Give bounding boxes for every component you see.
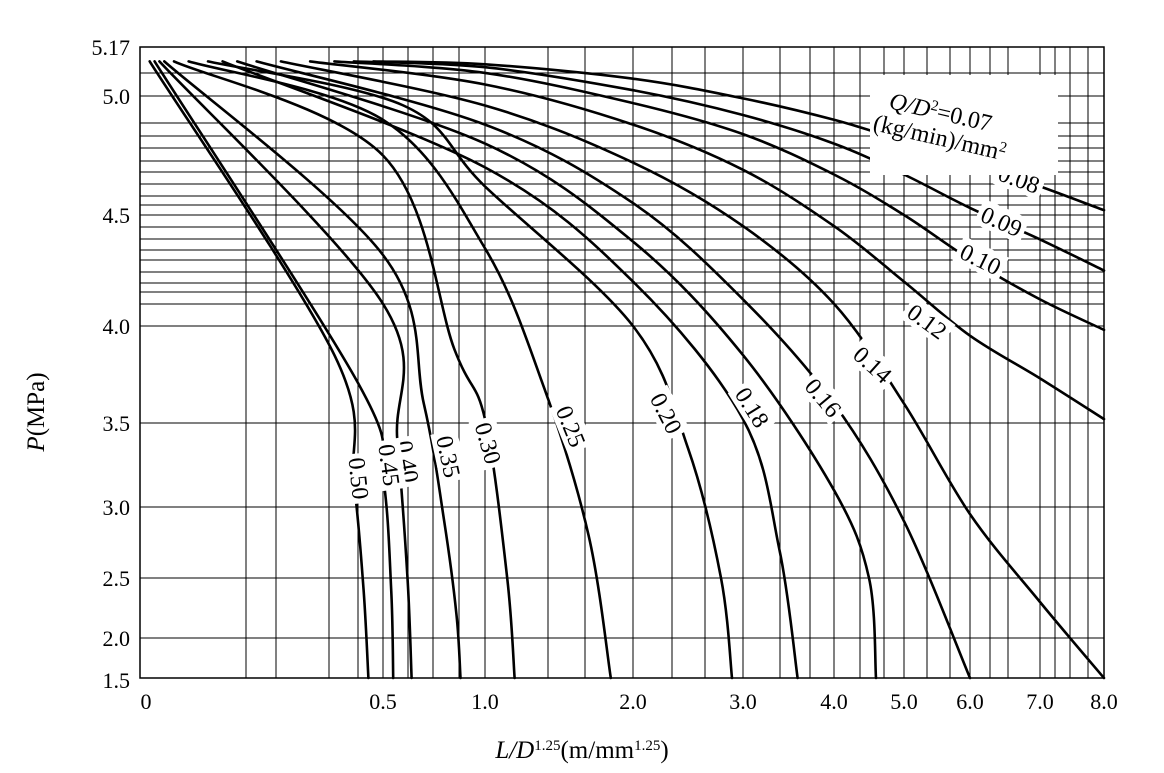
x-axis-unit-sup: 1.25 [634,738,660,754]
curve-label-group: 0.12 [899,295,956,347]
legend-note-backdrop [870,75,1058,175]
curve-0.18 [221,60,799,680]
y-tick-label: 1.5 [103,668,131,693]
x-axis-sup: 1.25 [534,738,560,754]
curve-label-group: 0.45 [372,438,407,492]
x-tick-label: 6.0 [956,689,984,714]
legend-note: Q/D2=0.07 (kg/min)/mm2 [870,75,1058,175]
curve-label-backdrop [727,378,778,436]
curve-label-backdrop [549,397,594,455]
x-tick-label: 1.0 [471,689,499,714]
y-tick-label: 2.0 [103,626,131,651]
x-tick-label: 0 [141,689,152,714]
x-axis-close: ) [660,737,668,764]
curve-label-backdrop [643,384,690,442]
y-tick-label: 4.5 [103,203,131,228]
curve-0.30 [172,60,516,680]
y-tick-label: 3.0 [103,495,131,520]
curve-label: 0.50 [343,456,373,500]
curve-label-backdrop [430,429,468,484]
curve-label-backdrop [973,198,1031,244]
x-tick-label: 4.0 [820,689,848,714]
y-tick-label: 2.5 [103,566,131,591]
curve-0.25 [187,60,613,680]
curve-label-backdrop [797,369,850,426]
curve-label-backdrop [952,235,1010,283]
curve-0.16 [235,60,878,680]
x-axis-unit: (m/mm [560,737,634,764]
curve-0.50 [148,60,370,680]
curve-0.10 [308,60,1106,421]
y-tick-label: 5.17 [92,35,131,60]
x-tick-label: 8.0 [1090,689,1118,714]
curve-label-backdrop [899,295,956,347]
x-tick-label: 2.0 [619,689,647,714]
curve-0.40 [158,60,413,680]
curve-0.09 [333,60,1106,332]
curve-label-backdrop [343,452,376,505]
legend-unit-sup: 2 [998,139,1009,156]
x-axis-title: L/D1.25(m/mm1.25) [494,737,668,764]
x-tick-label: 3.0 [729,689,757,714]
curve-0.20 [206,60,734,680]
curve-label-group: 0.30 [468,415,509,471]
y-tick-labels: 5.17 5.0 4.5 4.0 3.5 3.0 2.5 2.0 1.5 [92,35,131,693]
y-tick-label: 5.0 [103,84,131,109]
curve-label-backdrop [845,337,901,392]
curve-label-group: 0.50 [343,452,376,505]
curve-0.12 [279,60,1106,680]
curves [148,60,1106,680]
curve-0.35 [163,60,462,680]
x-tick-label: 7.0 [1026,689,1054,714]
curve-0.14 [255,60,972,680]
x-tick-label: 5.0 [890,689,918,714]
curve-label-backdrop [468,415,509,471]
legend-q-sup: 2 [929,98,940,115]
plot-frame [139,46,1105,679]
x-axis-italic: L/D [494,737,534,764]
curve-label-backdrop [372,438,407,492]
y-axis-italic: P [23,436,50,452]
y-axis-title: P(MPa) [23,372,50,452]
y-tick-label: 4.0 [103,314,131,339]
y-tick-label: 3.5 [103,411,131,436]
curve-label: 0.45 [372,443,404,488]
x-tick-labels: 0 0.5 1.0 2.0 3.0 4.0 5.0 6.0 7.0 8.0 [141,689,1118,714]
curve-labels: 0.080.090.100.120.140.160.180.200.250.30… [343,157,1048,505]
y-axis-unit: (MPa) [23,372,50,436]
x-tick-label: 0.5 [369,689,397,714]
